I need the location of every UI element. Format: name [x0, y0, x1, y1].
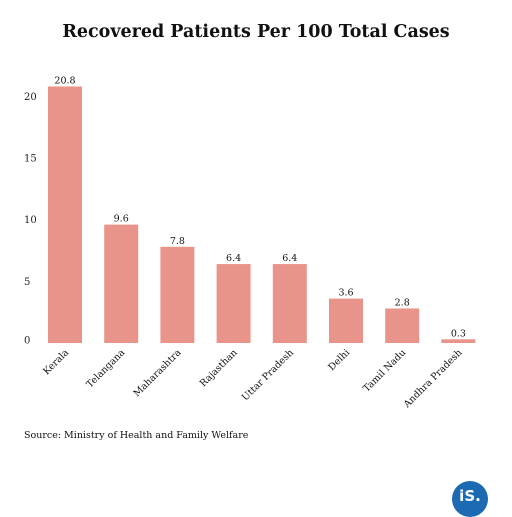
- y-tick-label: 5: [24, 277, 30, 288]
- x-tick-label: Telangana: [84, 347, 127, 390]
- bar: [160, 246, 195, 343]
- bar: [385, 308, 420, 343]
- bar-value-label: 7.8: [170, 236, 185, 247]
- brand-logo-text: iS.: [459, 487, 481, 505]
- bar: [216, 264, 251, 343]
- y-tick-label: 0: [24, 336, 30, 347]
- bar: [104, 224, 139, 343]
- y-tick-label: 20: [24, 92, 37, 103]
- bar: [441, 339, 476, 343]
- bar: [329, 298, 363, 343]
- source-note: Source: Ministry of Health and Family We…: [24, 430, 249, 441]
- bar-value-label: 2.8: [395, 297, 410, 308]
- x-tick-label: Delhi: [326, 347, 352, 373]
- x-tick-label: Andhra Pradesh: [401, 347, 464, 410]
- y-tick-label: 15: [24, 154, 37, 165]
- bar-value-label: 9.6: [114, 214, 129, 225]
- chart-title: Recovered Patients Per 100 Total Cases: [62, 22, 450, 42]
- bar-chart: 0 5 10 15 20 20.8 9.6 7.8 6.4 6.4 3.6 2.8 0.3 Keral…: [24, 75, 476, 411]
- x-axis-labels: Kerala Telangana Maharashtra Rajasthan Uttar…: [41, 347, 464, 411]
- brand-logo: iS.: [452, 481, 488, 517]
- bars: [48, 86, 476, 343]
- bar-value-label: 3.6: [338, 288, 353, 299]
- x-tick-label: Maharashtra: [132, 347, 184, 399]
- bar-value-label: 20.8: [54, 75, 75, 86]
- bar-value-label: 6.4: [282, 253, 297, 264]
- y-axis-ticks: 0 5 10 15 20: [24, 92, 37, 347]
- bar-value-label: 6.4: [226, 253, 241, 264]
- y-tick-label: 10: [24, 215, 37, 226]
- bar: [48, 86, 82, 343]
- x-tick-label: Tamil Nadu: [361, 347, 408, 394]
- data-labels: 20.8 9.6 7.8 6.4 6.4 3.6 2.8 0.3: [54, 75, 466, 339]
- x-tick-label: Uttar Pradesh: [240, 347, 296, 403]
- x-tick-label: Rajasthan: [198, 347, 240, 389]
- x-tick-label: Kerala: [41, 347, 71, 377]
- bar: [272, 264, 307, 343]
- bar-value-label: 0.3: [451, 328, 466, 339]
